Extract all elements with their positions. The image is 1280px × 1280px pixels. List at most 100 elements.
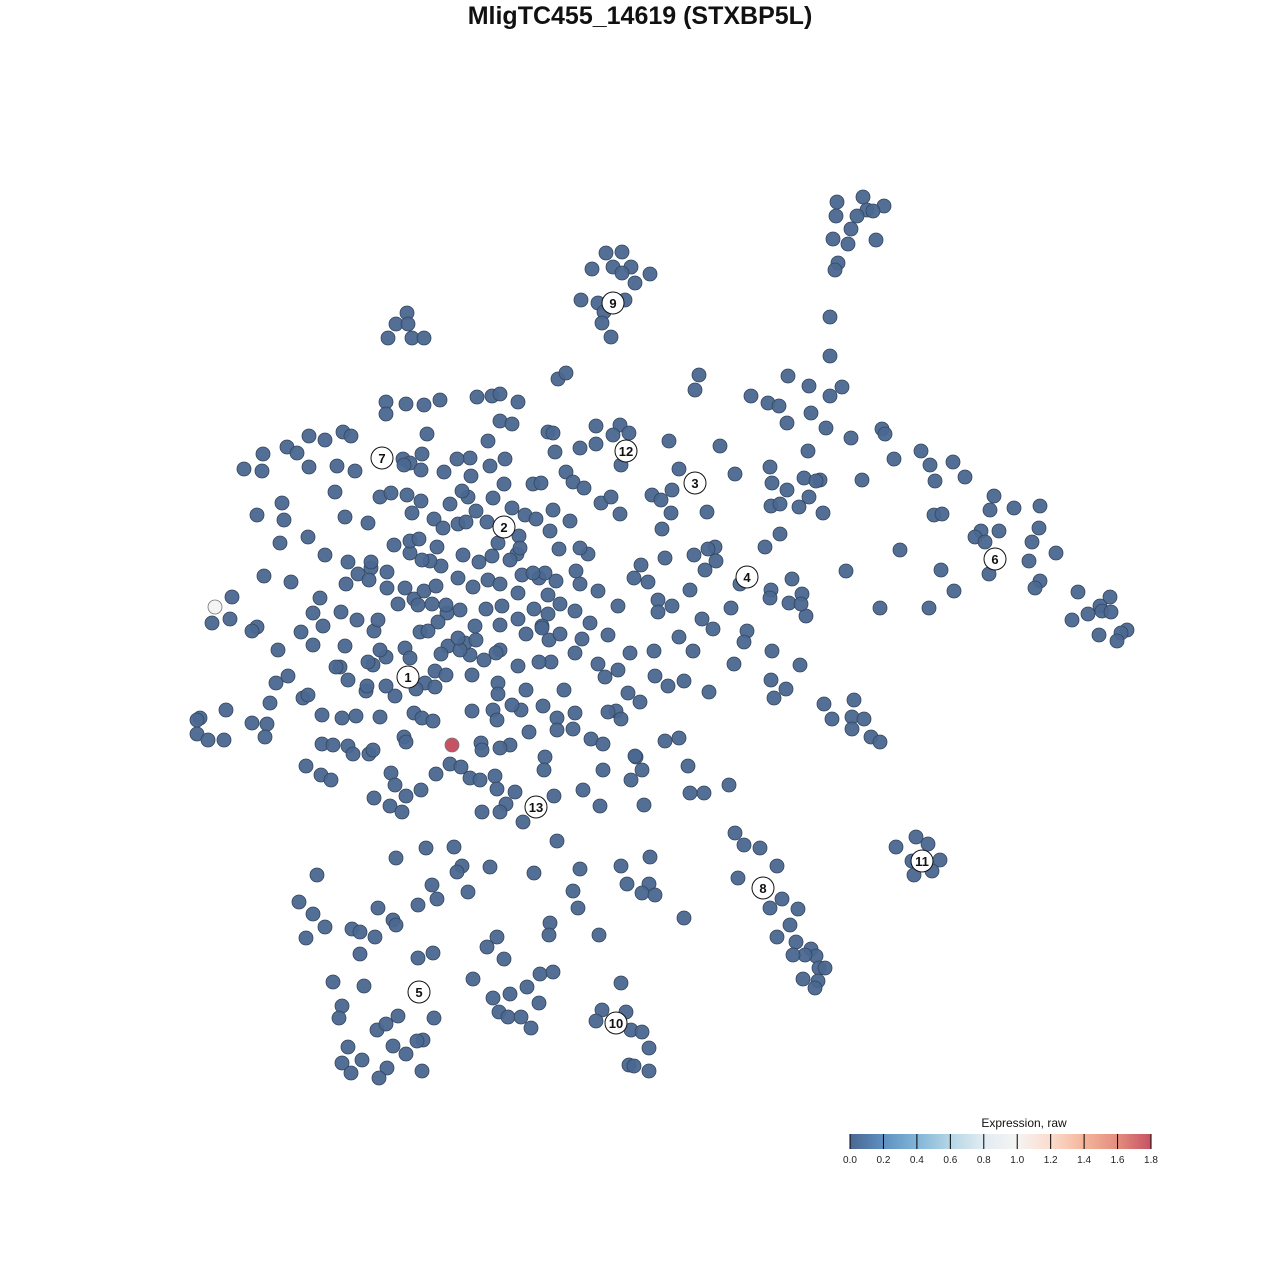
data-point	[328, 659, 344, 675]
data-point	[532, 966, 548, 982]
data-point	[504, 697, 520, 713]
data-point	[360, 654, 376, 670]
data-point	[379, 564, 395, 580]
data-point	[785, 947, 801, 963]
data-point	[840, 236, 856, 252]
data-point	[471, 554, 487, 570]
data-point	[420, 623, 436, 639]
cluster-label: 7	[370, 446, 394, 470]
cluster-label-text: 5	[415, 985, 422, 1000]
data-point	[430, 614, 446, 630]
data-point	[462, 450, 478, 466]
data-point	[551, 541, 567, 557]
data-point	[446, 839, 462, 855]
data-point	[822, 348, 838, 364]
data-point	[784, 571, 800, 587]
data-point	[627, 748, 643, 764]
data-point	[558, 365, 574, 381]
data-point	[414, 552, 430, 568]
cluster-label-badge	[735, 565, 759, 589]
color-legend: Expression, raw 0.0 0.2 0.4 0.6 0.8 1.0 1.2 1.4…	[843, 1116, 1158, 1166]
data-point	[256, 568, 272, 584]
data-point	[817, 960, 833, 976]
data-point	[653, 492, 669, 508]
data-point	[361, 572, 377, 588]
cluster-label-text: 4	[743, 570, 751, 585]
data-point	[590, 583, 606, 599]
legend-tick-label: 0.0	[843, 1155, 857, 1166]
data-point	[363, 554, 379, 570]
data-point	[671, 461, 687, 477]
data-point	[312, 590, 328, 606]
data-point	[385, 1038, 401, 1054]
data-point	[772, 496, 788, 512]
data-point	[492, 804, 508, 820]
data-point	[757, 539, 773, 555]
data-point	[552, 626, 568, 642]
data-point	[218, 702, 234, 718]
data-point	[920, 836, 936, 852]
data-point	[449, 451, 465, 467]
data-point	[280, 668, 296, 684]
data-point	[573, 292, 589, 308]
data-point	[372, 709, 388, 725]
data-point	[661, 433, 677, 449]
data-point	[370, 612, 386, 628]
legend-tick-label: 1.2	[1044, 1155, 1058, 1166]
data-point	[1102, 589, 1118, 605]
data-point	[647, 668, 663, 684]
data-point	[366, 790, 382, 806]
data-point	[315, 618, 331, 634]
cluster-label-badge	[751, 876, 775, 900]
data-point	[452, 602, 468, 618]
data-point	[396, 457, 412, 473]
data-point	[438, 667, 454, 683]
data-point	[686, 547, 702, 563]
data-point	[537, 749, 553, 765]
data-point	[510, 394, 526, 410]
cluster-label: 8	[751, 876, 775, 900]
data-point	[634, 1024, 650, 1040]
cluster-label-text: 2	[500, 520, 507, 535]
data-point	[908, 829, 924, 845]
data-point	[556, 682, 572, 698]
data-point	[259, 716, 275, 732]
data-point	[525, 565, 541, 581]
data-point	[582, 615, 598, 631]
cluster-label-text: 1	[404, 670, 411, 685]
data-point	[676, 673, 692, 689]
data-point	[736, 634, 752, 650]
data-point	[365, 742, 381, 758]
data-point	[771, 398, 787, 414]
data-point	[545, 502, 561, 518]
data-point	[272, 535, 288, 551]
legend-tick-label: 0.6	[943, 1155, 957, 1166]
data-point	[474, 742, 490, 758]
data-point	[465, 971, 481, 987]
data-point	[458, 514, 474, 530]
data-point	[588, 1013, 604, 1029]
data-point	[400, 316, 416, 332]
cluster-label-badge	[396, 665, 420, 689]
data-point	[763, 672, 779, 688]
data-point	[600, 627, 616, 643]
data-point	[291, 894, 307, 910]
data-point	[317, 547, 333, 563]
data-point	[613, 858, 629, 874]
data-point	[413, 462, 429, 478]
data-point	[1064, 612, 1080, 628]
data-point	[540, 606, 556, 622]
data-point	[567, 705, 583, 721]
data-point	[510, 585, 526, 601]
data-point	[359, 678, 375, 694]
data-point	[1070, 584, 1086, 600]
data-point	[541, 927, 557, 943]
data-point	[946, 583, 962, 599]
data-point	[244, 715, 260, 731]
data-point	[254, 463, 270, 479]
data-point	[398, 396, 414, 412]
data-point	[325, 974, 341, 990]
data-point	[592, 798, 608, 814]
legend-tick-label: 1.8	[1144, 1155, 1158, 1166]
data-point	[468, 503, 484, 519]
